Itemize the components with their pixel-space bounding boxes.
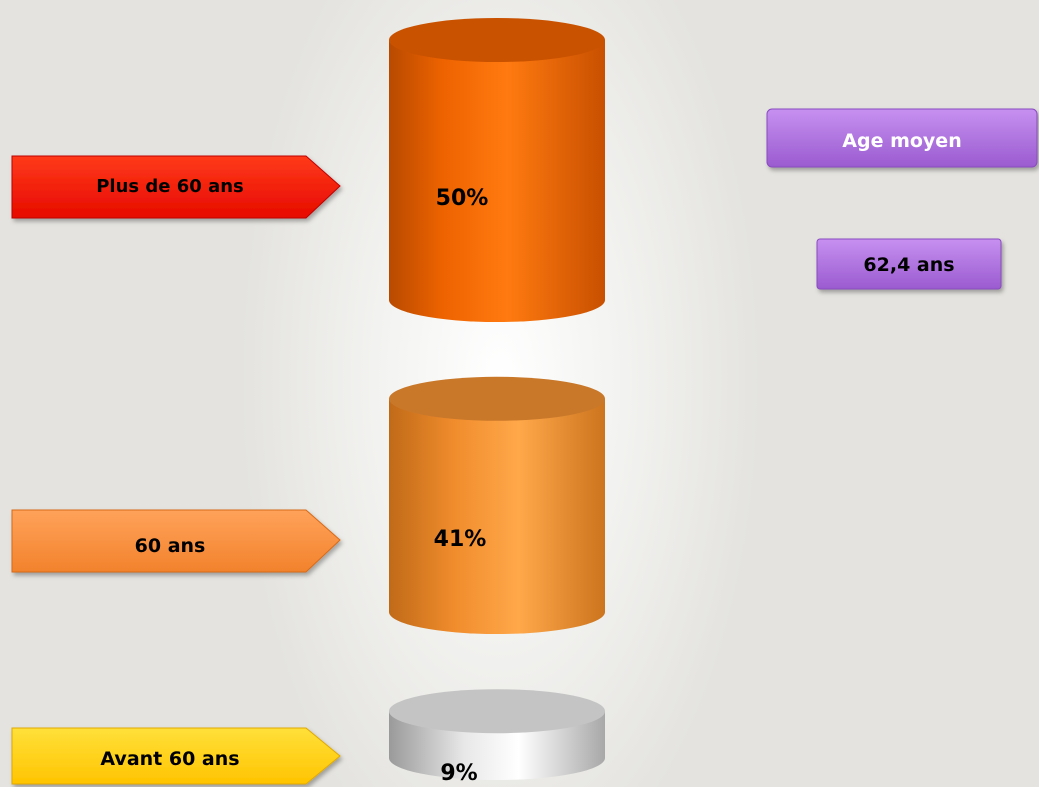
value-label-1: 41% bbox=[434, 527, 487, 552]
category-label-1: 60 ans bbox=[135, 535, 206, 557]
category-arrow-0: Plus de 60 ans bbox=[11, 155, 341, 219]
average-age-value: 62,4 ans bbox=[863, 254, 954, 276]
value-label-0: 50% bbox=[436, 186, 489, 211]
average-age-title: Age moyen bbox=[842, 130, 961, 152]
bar-2: 9% bbox=[389, 689, 605, 786]
average-age-title-box: Age moyen bbox=[766, 108, 1038, 168]
bar-1: 41% bbox=[389, 376, 605, 634]
average-age-value-box: 62,4 ans bbox=[816, 238, 1002, 290]
category-arrow-1: 60 ans bbox=[11, 509, 341, 573]
value-label-2: 9% bbox=[440, 761, 477, 786]
category-label-2: Avant 60 ans bbox=[100, 748, 239, 770]
bar-0: 50% bbox=[389, 18, 605, 322]
category-label-0: Plus de 60 ans bbox=[96, 176, 244, 197]
category-arrow-2: Avant 60 ans bbox=[11, 727, 341, 785]
